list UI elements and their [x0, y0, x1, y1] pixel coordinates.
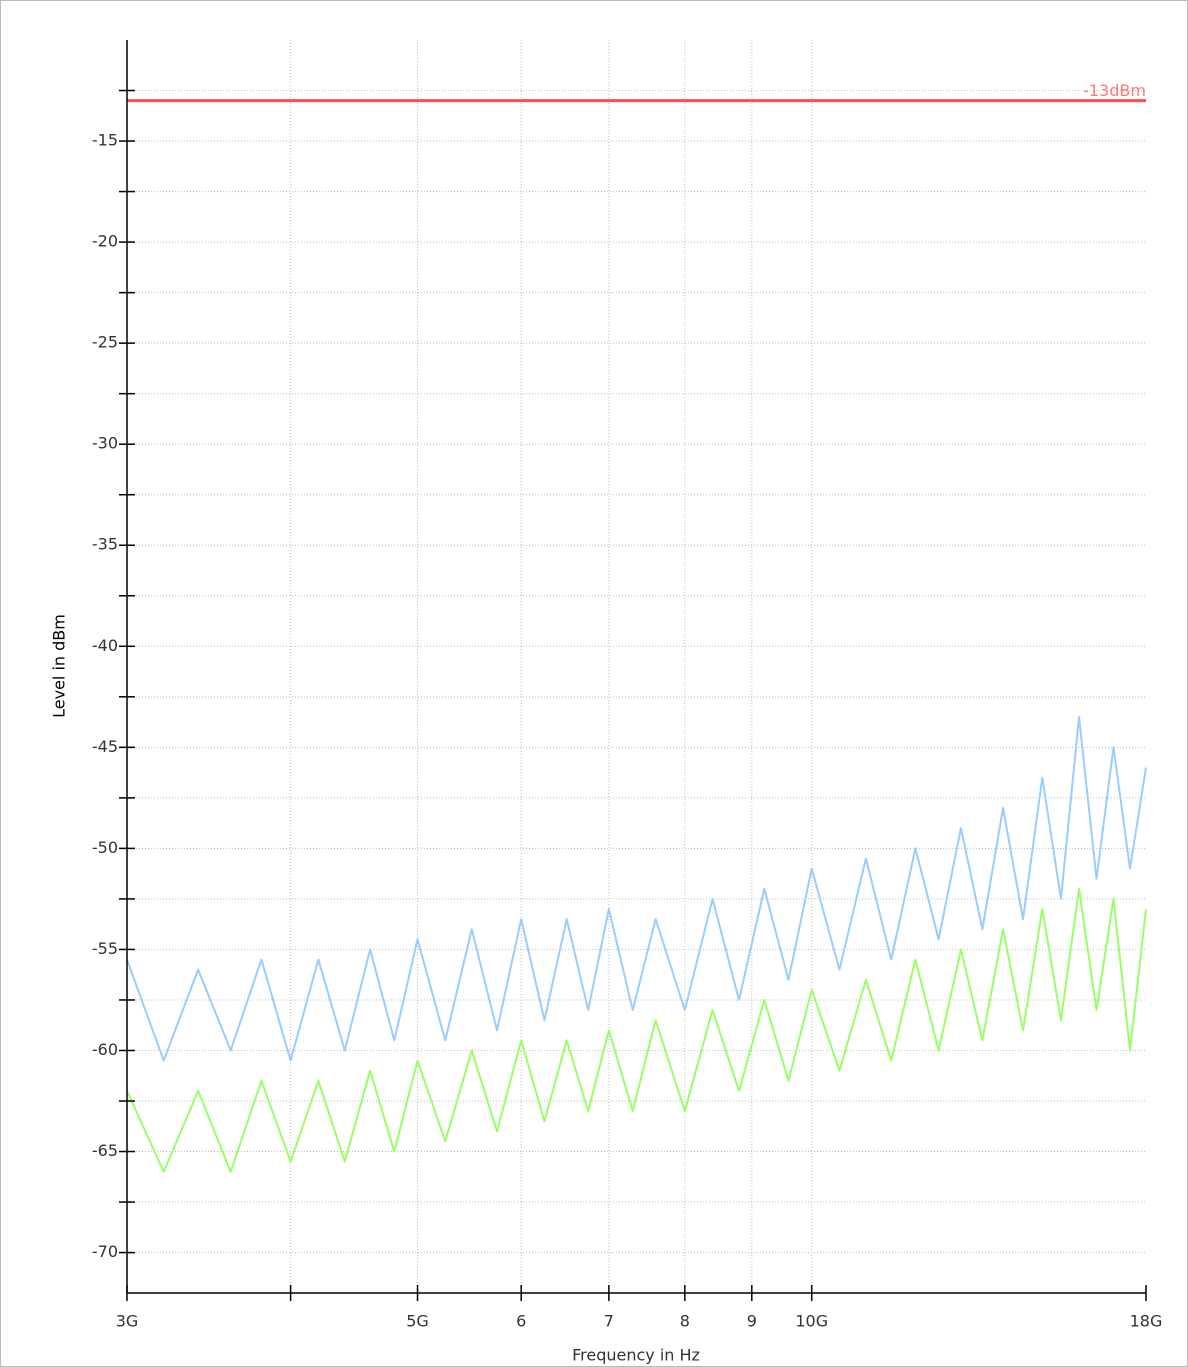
x-tick-label: 6 [516, 1312, 526, 1331]
y-tick-label: -25 [92, 333, 118, 352]
x-tick-label: 7 [604, 1312, 614, 1331]
trace [126, 887, 1147, 1173]
x-axis-title: Frequency in Hz [572, 1346, 700, 1365]
x-tick-label: 3G [116, 1312, 139, 1331]
y-tick-label: -50 [92, 838, 118, 857]
x-tick-label: 8 [680, 1312, 690, 1331]
trace [126, 716, 1147, 1062]
y-axis-title: Level in dBm [50, 614, 69, 718]
limit-label: -13dBm [1083, 81, 1146, 100]
x-tick-label: 18G [1130, 1312, 1163, 1331]
plot-area: -13dBm [126, 81, 1147, 1173]
y-tick-label: -55 [92, 939, 118, 958]
y-tick-label: -30 [92, 434, 118, 453]
x-tick-label: 10G [795, 1312, 828, 1331]
y-tick-label: -65 [92, 1141, 118, 1160]
y-tick-label: -45 [92, 737, 118, 756]
y-tick-label: -35 [92, 535, 118, 554]
x-tick-label: 5G [406, 1312, 429, 1331]
y-tick-label: -60 [92, 1040, 118, 1059]
y-tick-label: -15 [92, 131, 118, 150]
y-tick-label: -40 [92, 636, 118, 655]
y-tick-label: -20 [92, 232, 118, 251]
ticks: -15 -20 -25 -30 -35 -40 -45 -50 -55 -60 -65 -70 3G 5G… [92, 89, 1163, 1331]
y-tick-label: -70 [92, 1242, 118, 1261]
x-tick-label: 9 [747, 1312, 757, 1331]
